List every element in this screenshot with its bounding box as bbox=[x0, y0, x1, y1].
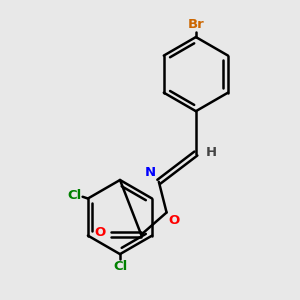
Text: H: H bbox=[206, 146, 217, 159]
Text: N: N bbox=[145, 166, 156, 179]
Text: O: O bbox=[94, 226, 106, 239]
Text: Cl: Cl bbox=[67, 189, 82, 202]
Text: Cl: Cl bbox=[113, 260, 127, 274]
Text: O: O bbox=[168, 214, 180, 227]
Text: Br: Br bbox=[188, 18, 204, 31]
